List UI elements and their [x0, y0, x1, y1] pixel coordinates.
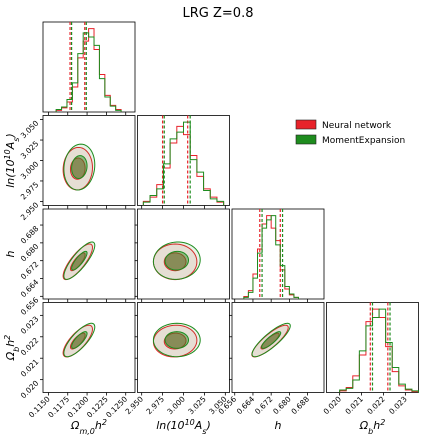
x-axis-label: Ωm,0h2: [70, 418, 107, 436]
y-tick-label: 0.672: [19, 260, 41, 282]
x-axis-label: Ωbh2: [359, 418, 386, 436]
y-tick-label: 3.000: [19, 159, 41, 181]
contour: [152, 243, 198, 281]
y-tick-label: 2.950: [19, 200, 41, 222]
label-part: h: [95, 419, 102, 432]
label-part: 2: [102, 418, 107, 427]
label-part: 2: [3, 335, 12, 340]
x-axis-label: ln(1010As): [156, 418, 211, 436]
label-part: h: [4, 250, 17, 257]
panel-frame: [42, 21, 136, 113]
y-tick-label: 2.975: [19, 180, 41, 202]
contour-level: [261, 331, 282, 349]
label-part: A: [194, 419, 203, 432]
contour-level: [164, 331, 190, 349]
contour-level: [71, 155, 88, 180]
legend-label: Neural network: [322, 121, 392, 131]
x-tick-label: 2.950: [124, 394, 146, 416]
label-part: h: [373, 419, 380, 432]
y-tick-label: 0.023: [19, 314, 41, 336]
contour: [63, 322, 96, 358]
label-part: A: [4, 142, 17, 151]
label-part: m,0: [79, 427, 94, 436]
contour-level: [152, 322, 201, 358]
histogram: [55, 28, 122, 112]
x-axis-label: h: [275, 419, 282, 432]
contour: [152, 241, 201, 280]
y-axis-label: h: [4, 250, 17, 257]
contour-level: [71, 250, 88, 271]
legend-label: MomentExpansion: [322, 136, 405, 146]
x-tick-label: 2.975: [144, 394, 166, 416]
label-part: b: [12, 347, 21, 352]
histogram: [339, 308, 419, 393]
contour: [251, 322, 291, 358]
x-tick-label: 0.672: [253, 394, 275, 416]
contour: [63, 143, 96, 191]
y-tick-label: 0.688: [19, 224, 41, 246]
label-part: s: [202, 427, 206, 436]
x-tick-label: 0.021: [343, 394, 365, 416]
label-part: h: [4, 340, 17, 347]
y-tick-label: 0.022: [19, 336, 41, 358]
y-axis-label: ln(1010As): [3, 133, 21, 188]
label-part: s: [12, 138, 21, 142]
label-part: ln(10: [4, 159, 17, 187]
label-part: 10: [3, 149, 12, 159]
label-part: ): [4, 133, 17, 138]
y-tick-label: 3.025: [19, 139, 41, 161]
chart-title: LRG Z=0.8: [183, 6, 254, 21]
x-tick-label: 0.664: [235, 394, 257, 416]
legend-swatch: [295, 119, 317, 130]
label-part: 10: [185, 418, 195, 427]
histogram: [243, 215, 299, 299]
contour-level: [63, 322, 96, 358]
x-tick-label: 3.000: [165, 394, 187, 416]
contour: [152, 322, 201, 358]
label-part: ln(10: [156, 419, 184, 432]
panel-frame: [231, 302, 325, 393]
y-tick-label: 0.664: [19, 277, 41, 299]
histogram: [243, 215, 299, 299]
y-tick-label: 0.680: [19, 242, 41, 264]
label-part: Ω: [359, 419, 369, 432]
x-tick-label: 0.020: [322, 394, 344, 416]
y-tick-label: 0.021: [19, 357, 41, 379]
contour-level: [152, 241, 201, 280]
histogram: [142, 125, 225, 206]
contour-level: [63, 241, 96, 280]
label-part: Ω: [70, 419, 80, 432]
panel-frame: [231, 208, 325, 300]
panel-frame: [42, 302, 136, 393]
x-tick-label: 0.680: [271, 394, 293, 416]
y-axis-label: Ωbh2: [3, 335, 21, 362]
contour: [63, 241, 96, 280]
x-tick-label: 0.023: [387, 394, 409, 416]
y-tick-label: 3.050: [19, 118, 41, 140]
contour-level: [63, 143, 96, 191]
y-tick-label: 0.020: [19, 379, 41, 401]
x-tick-label: 0.688: [289, 394, 311, 416]
label-part: h: [275, 419, 282, 432]
y-tick-label: 0.656: [19, 295, 41, 317]
histogram: [55, 32, 122, 112]
histogram: [339, 308, 419, 393]
contour-level: [164, 250, 190, 271]
label-part: 2: [380, 418, 385, 427]
contour-level: [71, 331, 88, 349]
panel-frame: [42, 208, 136, 300]
label-part: Ω: [4, 351, 17, 361]
histogram: [142, 121, 225, 206]
x-tick-label: 0.022: [365, 394, 387, 416]
x-tick-label: 3.025: [186, 394, 208, 416]
label-part: b: [368, 427, 373, 436]
legend-swatch: [295, 134, 317, 145]
label-part: ): [205, 419, 210, 432]
